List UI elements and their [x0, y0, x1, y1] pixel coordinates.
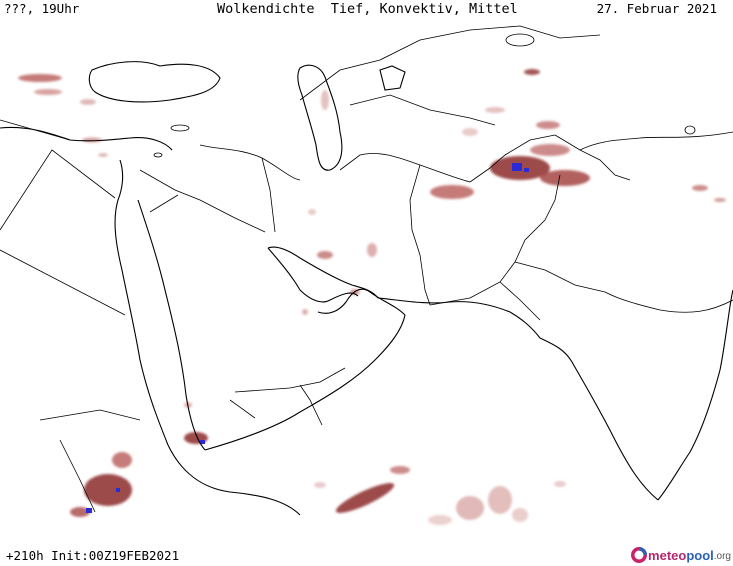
cloud-patch	[524, 69, 540, 75]
cloud-patch	[512, 508, 528, 522]
cloud-patch	[462, 128, 478, 136]
meteopool-logo[interactable]: meteo pool .org	[630, 545, 731, 565]
cloud-core	[512, 163, 522, 171]
cloud-patch	[308, 209, 316, 215]
cloud-patch	[18, 74, 62, 82]
cloud-patch	[488, 486, 512, 514]
logo-text-meteo: meteo	[648, 547, 687, 563]
cloud-patch	[456, 496, 484, 520]
cloud-patch	[82, 137, 102, 143]
cloud-patch	[80, 99, 96, 105]
cloud-patch	[536, 121, 560, 129]
coastlines	[0, 61, 733, 516]
cloud-core	[116, 488, 120, 492]
cloud-patch	[321, 90, 329, 110]
logo-text-pool: pool	[686, 547, 714, 563]
cloud-core	[524, 168, 529, 172]
cloud-patch	[485, 107, 505, 113]
cloud-patch	[540, 170, 590, 186]
cloud-patch	[302, 309, 308, 315]
logo-text-org: .org	[713, 551, 731, 562]
cloud-patch	[554, 481, 566, 487]
cloud-core	[200, 440, 205, 444]
weather-map	[0, 25, 733, 525]
cloud-patch	[530, 144, 570, 156]
map-title: Wolkendichte Tief, Konvektiv, Mittel	[217, 1, 518, 17]
cloud-patch	[335, 483, 395, 513]
cloud-patch	[428, 515, 452, 525]
cloud-patches	[18, 69, 726, 525]
cloud-patch	[84, 474, 132, 506]
cloud-core	[86, 508, 92, 513]
run-info: +210h Init:00Z19FEB2021	[6, 548, 180, 563]
cloud-patch	[112, 452, 132, 468]
cloud-patch	[70, 507, 90, 517]
logo-icon	[631, 547, 648, 563]
cloud-patch	[367, 243, 377, 257]
cloud-patch	[34, 89, 62, 95]
country-borders	[0, 25, 733, 513]
cloud-patch	[314, 482, 326, 488]
forecast-date: 27. Februar 2021	[596, 1, 717, 16]
cloud-patch	[317, 251, 333, 259]
cloud-patch	[390, 466, 410, 474]
cloud-patch	[430, 185, 474, 199]
cloud-patch	[714, 198, 726, 202]
valid-time-label: ???, 19Uhr	[4, 1, 80, 16]
cloud-patch	[692, 185, 708, 191]
islands	[153, 33, 696, 158]
cloud-max-cores	[86, 163, 529, 513]
cloud-patch	[98, 153, 108, 157]
